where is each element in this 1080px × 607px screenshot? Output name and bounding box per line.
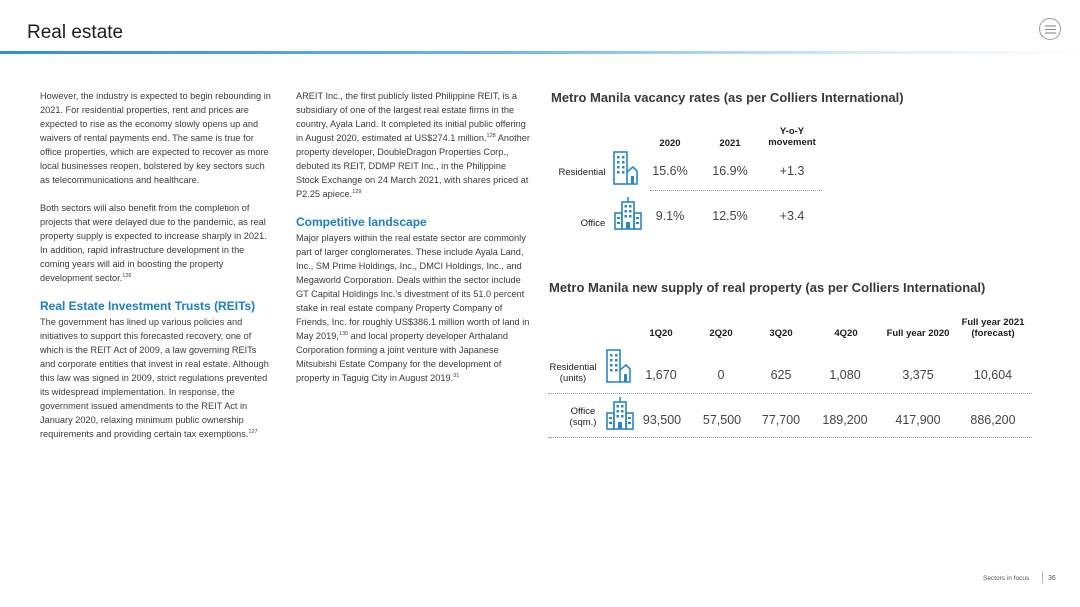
office-building-icon (606, 397, 634, 430)
column-header: Full year 2021 (forecast) (961, 317, 1025, 339)
footer-section-name: Sectors in focus (983, 575, 1030, 582)
table-cell: 625 (770, 368, 792, 382)
column-header: Y-o-Y movement (768, 126, 816, 148)
row-divider (650, 190, 822, 191)
row-label-office: Office (580, 218, 606, 229)
footer-divider (1042, 571, 1043, 583)
text-column-left: However, the industry is expected to beg… (40, 89, 272, 455)
table-cell: 417,900 (895, 413, 941, 427)
table-cell: 3,375 (902, 368, 934, 382)
row-label-residential: Residential (558, 167, 606, 178)
table-cell: 16.9% (712, 164, 748, 178)
text-column-middle: AREIT Inc., the first publicly listed Ph… (296, 89, 530, 399)
table-cell: 0 (717, 368, 725, 382)
hamburger-menu-icon (1045, 25, 1056, 34)
table-cell: 886,200 (970, 413, 1016, 427)
row-label-residential-units: Residential (units) (549, 362, 597, 384)
menu-button[interactable] (1039, 18, 1061, 40)
page-number: 36 (1048, 575, 1056, 582)
paragraph-areit: AREIT Inc., the first publicly listed Ph… (296, 91, 530, 199)
row-divider (548, 393, 1032, 394)
header-divider (0, 51, 1080, 54)
column-header: 2Q20 (709, 328, 733, 339)
reits-heading: Real Estate Investment Trusts (REITs) (40, 299, 256, 313)
column-header: 4Q20 (834, 328, 858, 339)
table-cell: +1.3 (779, 164, 805, 178)
table-cell: 1,080 (829, 368, 861, 382)
table-cell: 10,604 (973, 368, 1013, 382)
paragraph-project-completion: Both sectors will also benefit from the … (40, 203, 267, 283)
column-header: 3Q20 (769, 328, 793, 339)
table-cell: 12.5% (712, 209, 748, 223)
table-cell: 189,200 (822, 413, 868, 427)
competitive-landscape-heading: Competitive landscape (296, 215, 427, 229)
row-label-office-sqm: Office (sqm.) (569, 406, 597, 428)
table-cell: 57,500 (702, 413, 742, 427)
table-cell: 93,500 (642, 413, 682, 427)
table-cell: +3.4 (779, 209, 805, 223)
paragraph-reit-act: The government has lined up various poli… (40, 317, 269, 439)
paragraph-competitive-landscape: Major players within the real estate sec… (296, 233, 530, 383)
page-title: Real estate (27, 22, 124, 43)
table-cell: 1,670 (645, 368, 677, 382)
supply-table-title: Metro Manila new supply of real property… (549, 280, 986, 295)
table-cell: 77,700 (761, 413, 801, 427)
column-header: Full year 2020 (886, 328, 950, 339)
column-header: 1Q20 (649, 328, 673, 339)
residential-building-icon (606, 349, 631, 383)
residential-building-icon (613, 151, 638, 185)
office-building-icon (614, 197, 642, 230)
table-cell: 9.1% (655, 209, 685, 223)
paragraph-recovery: However, the industry is expected to beg… (40, 91, 271, 185)
row-divider (548, 437, 1032, 438)
vacancy-table-title: Metro Manila vacancy rates (as per Colli… (551, 90, 904, 105)
table-cell: 15.6% (652, 164, 688, 178)
column-header: 2020 (659, 138, 681, 149)
column-header: 2021 (719, 138, 741, 149)
